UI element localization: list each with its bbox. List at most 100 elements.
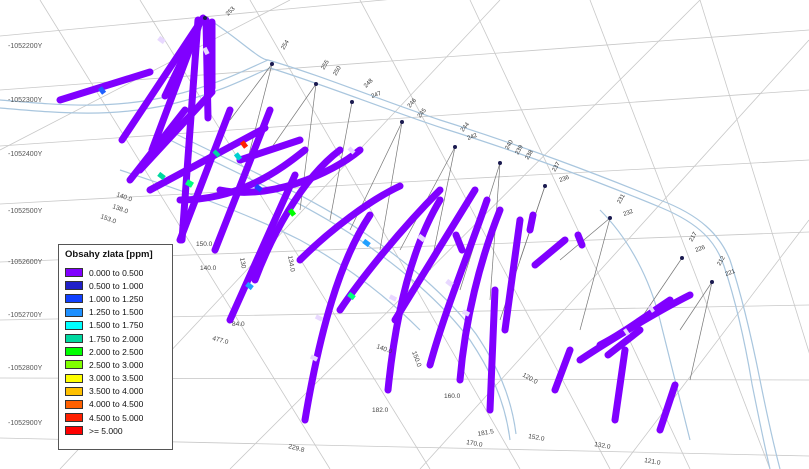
depth-label: 153.0 bbox=[99, 213, 117, 225]
hole-id-label: 217 bbox=[689, 231, 700, 243]
hole-id-label: 238 bbox=[525, 149, 536, 161]
legend-item: 1.750 to 2.000 bbox=[65, 332, 166, 345]
drillhole-trace bbox=[531, 236, 569, 269]
legend-item: >= 5.000 bbox=[65, 424, 166, 437]
hole-id-label: 231 bbox=[617, 193, 628, 205]
drillhole-trace bbox=[574, 231, 586, 249]
y-axis-label: -1052200Y bbox=[8, 43, 43, 50]
hole-id-label: 247 bbox=[371, 91, 383, 100]
legend-label: 1.500 to 1.750 bbox=[89, 320, 144, 331]
legend-label: >= 5.000 bbox=[89, 425, 123, 436]
hole-id-label: 246 bbox=[407, 97, 418, 109]
drillhole-trace bbox=[576, 291, 694, 364]
legend-label: 2.500 to 3.000 bbox=[89, 359, 144, 370]
legend-item: 1.250 to 1.500 bbox=[65, 306, 166, 319]
legend-label: 3.500 to 4.000 bbox=[89, 386, 144, 397]
hole-id-label: 255 bbox=[321, 59, 332, 71]
hole-id-label: 248 bbox=[363, 78, 375, 90]
drillhole-trace bbox=[236, 136, 304, 164]
drillhole-trace bbox=[176, 146, 309, 204]
depth-label: 181.5 bbox=[477, 428, 495, 438]
collar-point bbox=[314, 82, 318, 86]
depth-label: 150.0 bbox=[410, 350, 422, 368]
drillhole-trace bbox=[216, 146, 364, 196]
hole-id-label: 242 bbox=[467, 133, 479, 142]
legend-item: 3.500 to 4.000 bbox=[65, 385, 166, 398]
drillhole-trace bbox=[551, 346, 574, 394]
y-axis-labels: -1052200Y -1052300Y -1052400Y -1052500Y … bbox=[8, 43, 43, 427]
legend-rows: 0.000 to 0.500 0.500 to 1.000 1.000 to 1.2… bbox=[65, 266, 166, 437]
legend-label: 4.500 to 5.000 bbox=[89, 412, 144, 423]
hole-id-label: 240 bbox=[505, 139, 516, 151]
legend-label: 2.000 to 2.500 bbox=[89, 346, 144, 357]
collar-point bbox=[543, 184, 547, 188]
drillhole-trace bbox=[336, 186, 444, 314]
depth-label: 140.0 bbox=[200, 265, 217, 272]
collar-point bbox=[608, 216, 612, 220]
drillhole-trace bbox=[656, 381, 679, 434]
drillhole-trace bbox=[161, 24, 202, 100]
hole-id-label: 254 bbox=[281, 39, 292, 51]
legend-swatch bbox=[65, 281, 83, 291]
gold-content-legend: Obsahy zlata [ppm] 0.000 to 0.500 0.500 t… bbox=[58, 244, 173, 450]
drillhole-trace bbox=[391, 186, 479, 324]
y-axis-label: -1052500Y bbox=[8, 208, 43, 215]
legend-item: 4.000 to 4.500 bbox=[65, 398, 166, 411]
drillhole-trace bbox=[452, 231, 466, 254]
legend-item: 1.500 to 1.750 bbox=[65, 319, 166, 332]
depth-label: 140.0 bbox=[115, 191, 133, 203]
drillhole-trace bbox=[146, 124, 269, 194]
legend-item: 2.000 to 2.500 bbox=[65, 345, 166, 358]
depth-label: 182.0 bbox=[372, 407, 389, 414]
depth-label: 150.0 bbox=[196, 241, 213, 248]
legend-swatch bbox=[65, 320, 83, 330]
drillhole-trace bbox=[56, 68, 154, 104]
drillhole-trace bbox=[296, 182, 404, 264]
drillhole-trace bbox=[301, 211, 374, 424]
legend-swatch bbox=[65, 426, 83, 436]
hole-id-label: 237 bbox=[552, 161, 563, 173]
legend-item: 0.500 to 1.000 bbox=[65, 279, 166, 292]
legend-label: 1.750 to 2.000 bbox=[89, 333, 144, 344]
legend-title: Obsahy zlata [ppm] bbox=[65, 249, 153, 260]
y-axis-label: -1052300Y bbox=[8, 97, 43, 104]
legend-item: 0.000 to 0.500 bbox=[65, 266, 166, 279]
legend-label: 4.000 to 4.500 bbox=[89, 399, 144, 410]
drillhole-trace bbox=[501, 216, 524, 334]
legend-label: 1.000 to 1.250 bbox=[89, 293, 144, 304]
legend-swatch bbox=[65, 334, 83, 344]
hole-id-label: 221 bbox=[725, 269, 737, 278]
y-axis-label: -1052900Y bbox=[8, 420, 43, 427]
legend-swatch bbox=[65, 373, 83, 383]
legend-swatch bbox=[65, 413, 83, 423]
y-axis-label: -1052800Y bbox=[8, 365, 43, 372]
y-axis-label: -1052400Y bbox=[8, 151, 43, 158]
legend-item: 3.000 to 3.500 bbox=[65, 372, 166, 385]
legend-swatch bbox=[65, 399, 83, 409]
depth-label: 160.0 bbox=[444, 393, 461, 400]
legend-swatch bbox=[65, 268, 83, 278]
legend-item: 2.500 to 3.000 bbox=[65, 358, 166, 371]
drillhole-trace bbox=[176, 106, 234, 244]
drillhole-trace bbox=[126, 106, 189, 184]
collar-point bbox=[680, 256, 684, 260]
depth-label: 170.0 bbox=[466, 439, 484, 449]
drillhole-trace bbox=[456, 206, 504, 384]
hole-id-label: 236 bbox=[559, 175, 571, 184]
drillhole-trace bbox=[526, 211, 537, 234]
hole-id-label: 245 bbox=[417, 107, 428, 119]
drillhole-traces bbox=[56, 14, 694, 434]
drillhole-trace bbox=[426, 196, 491, 369]
legend-label: 1.250 to 1.500 bbox=[89, 307, 144, 318]
y-axis-label: -1052600Y bbox=[8, 259, 43, 266]
drillhole-trace bbox=[604, 326, 644, 359]
collar-point bbox=[203, 16, 207, 20]
collar-points bbox=[203, 16, 714, 284]
hole-id-label: 226 bbox=[695, 245, 707, 254]
depth-label: 130 bbox=[238, 257, 247, 269]
depth-label: 229.8 bbox=[287, 443, 305, 454]
drillhole-trace bbox=[226, 171, 299, 324]
legend-swatch bbox=[65, 347, 83, 357]
